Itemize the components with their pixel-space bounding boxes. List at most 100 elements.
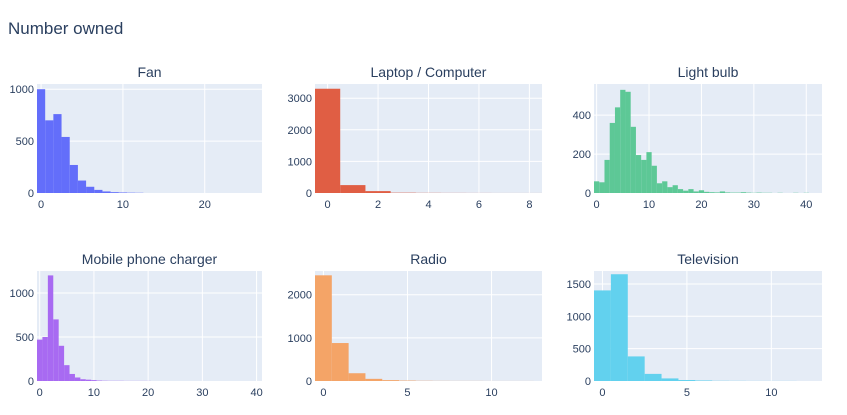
histogram-bar (69, 373, 75, 381)
x-tick-label: 6 (476, 199, 482, 211)
x-tick-label: 5 (404, 387, 410, 399)
histogram-bar (609, 122, 615, 193)
histogram-bar (704, 191, 710, 193)
histogram-bar (348, 373, 366, 381)
histogram-bar (688, 189, 694, 193)
x-tick-label: 40 (800, 199, 812, 211)
histogram-bar (635, 155, 642, 193)
subplot-title: Laptop / Computer (371, 64, 487, 80)
histogram-bar (315, 88, 341, 193)
histogram-bar (85, 379, 92, 381)
x-tick-label: 10 (117, 199, 129, 211)
y-tick-label: 1000 (10, 288, 34, 300)
histogram-bar (667, 187, 673, 193)
histogram-bar (365, 378, 383, 381)
x-tick-label: 0 (320, 387, 326, 399)
y-tick-label: 400 (573, 110, 591, 122)
x-tick-label: 10 (88, 387, 100, 399)
subplot-0: 0 500 1000 0 10 20 Fan (10, 64, 262, 211)
y-tick-label: 1000 (288, 333, 312, 345)
histogram-bar (614, 107, 621, 193)
subplot-title: Fan (137, 64, 161, 80)
histogram-bar (64, 365, 70, 381)
histogram-bar (94, 189, 103, 193)
x-tick-label: 2 (375, 199, 381, 211)
x-tick-label: 10 (765, 387, 777, 399)
x-tick-label: 8 (526, 199, 532, 211)
page-title: Number owned (8, 19, 124, 38)
histogram-bar (683, 190, 689, 193)
x-tick-label: 0 (599, 387, 605, 399)
histogram-bar (627, 356, 645, 381)
y-tick-label: 1000 (288, 156, 312, 168)
x-tick-label: 10 (643, 199, 655, 211)
histogram-bar (677, 189, 684, 193)
x-tick-label: 30 (748, 199, 760, 211)
x-tick-label: 0 (38, 199, 44, 211)
subplot-3: 0 500 1000 0 10 20 30 40 Mobile phone charger (10, 251, 263, 399)
histogram-bar (382, 380, 400, 381)
x-tick-label: 40 (250, 387, 262, 399)
y-tick-label: 500 (16, 332, 34, 344)
y-tick-label: 1000 (567, 311, 591, 323)
x-tick-label: 20 (695, 199, 707, 211)
subplot-2: 0 200 400 0 10 20 30 40 Light bulb (573, 64, 822, 211)
subplot-title: Television (677, 251, 738, 267)
histogram-bar (644, 373, 662, 381)
y-tick-label: 0 (28, 376, 34, 388)
histogram-bar (604, 159, 610, 193)
y-tick-label: 0 (28, 188, 34, 200)
histogram-bar (672, 185, 678, 193)
plot-area (37, 271, 262, 381)
histogram-bar (610, 274, 628, 381)
histogram-bar (58, 345, 65, 381)
x-tick-label: 10 (485, 387, 497, 399)
histogram-bar (37, 89, 46, 193)
histogram-bar (118, 192, 127, 193)
y-tick-label: 200 (573, 149, 591, 161)
x-tick-label: 5 (684, 387, 690, 399)
histogram-bar (630, 126, 636, 193)
y-tick-label: 500 (573, 344, 591, 356)
histogram-bar (47, 275, 54, 381)
y-tick-label: 0 (585, 188, 591, 200)
subplot-4: 0 1000 2000 0 5 10 Radio (288, 251, 542, 399)
x-tick-label: 0 (325, 199, 331, 211)
histogram-bar (42, 337, 48, 381)
histogram-bar (698, 190, 705, 193)
histogram-bar (45, 120, 54, 193)
y-tick-label: 3000 (288, 93, 312, 105)
histogram-bar (91, 380, 97, 381)
subplot-1: 0 1000 2000 3000 0 2 4 6 8 Laptop / Computer (288, 64, 542, 211)
x-tick-label: 0 (37, 387, 43, 399)
histogram-bar (678, 380, 696, 381)
x-tick-label: 20 (142, 387, 154, 399)
histogram-bar (709, 192, 715, 193)
histogram-bar (594, 181, 600, 193)
y-tick-label: 500 (16, 136, 34, 148)
y-tick-label: 2000 (288, 290, 312, 302)
histogram-bar (61, 136, 70, 193)
x-tick-label: 0 (594, 199, 600, 211)
histogram-bar (77, 180, 87, 193)
subplot-title: Mobile phone charger (82, 251, 218, 267)
histogram-bar (53, 319, 59, 381)
histogram-bar (719, 191, 726, 193)
histogram-bar (625, 91, 631, 193)
histogram-bar (37, 339, 43, 381)
histogram-bar (714, 192, 720, 193)
histogram-bar (69, 164, 78, 193)
histogram-bar (80, 379, 86, 381)
histogram-bar (599, 182, 605, 193)
x-tick-label: 4 (425, 199, 431, 211)
y-tick-label: 1000 (10, 84, 34, 96)
histogram-bar (740, 192, 746, 193)
subplot-title: Light bulb (678, 64, 739, 80)
histogram-bar (315, 275, 332, 381)
histogram-bar (102, 191, 111, 193)
y-tick-label: 0 (585, 376, 591, 388)
histogram-bar (651, 165, 657, 193)
histogram-bar (340, 185, 366, 193)
histogram-bar (53, 114, 62, 193)
